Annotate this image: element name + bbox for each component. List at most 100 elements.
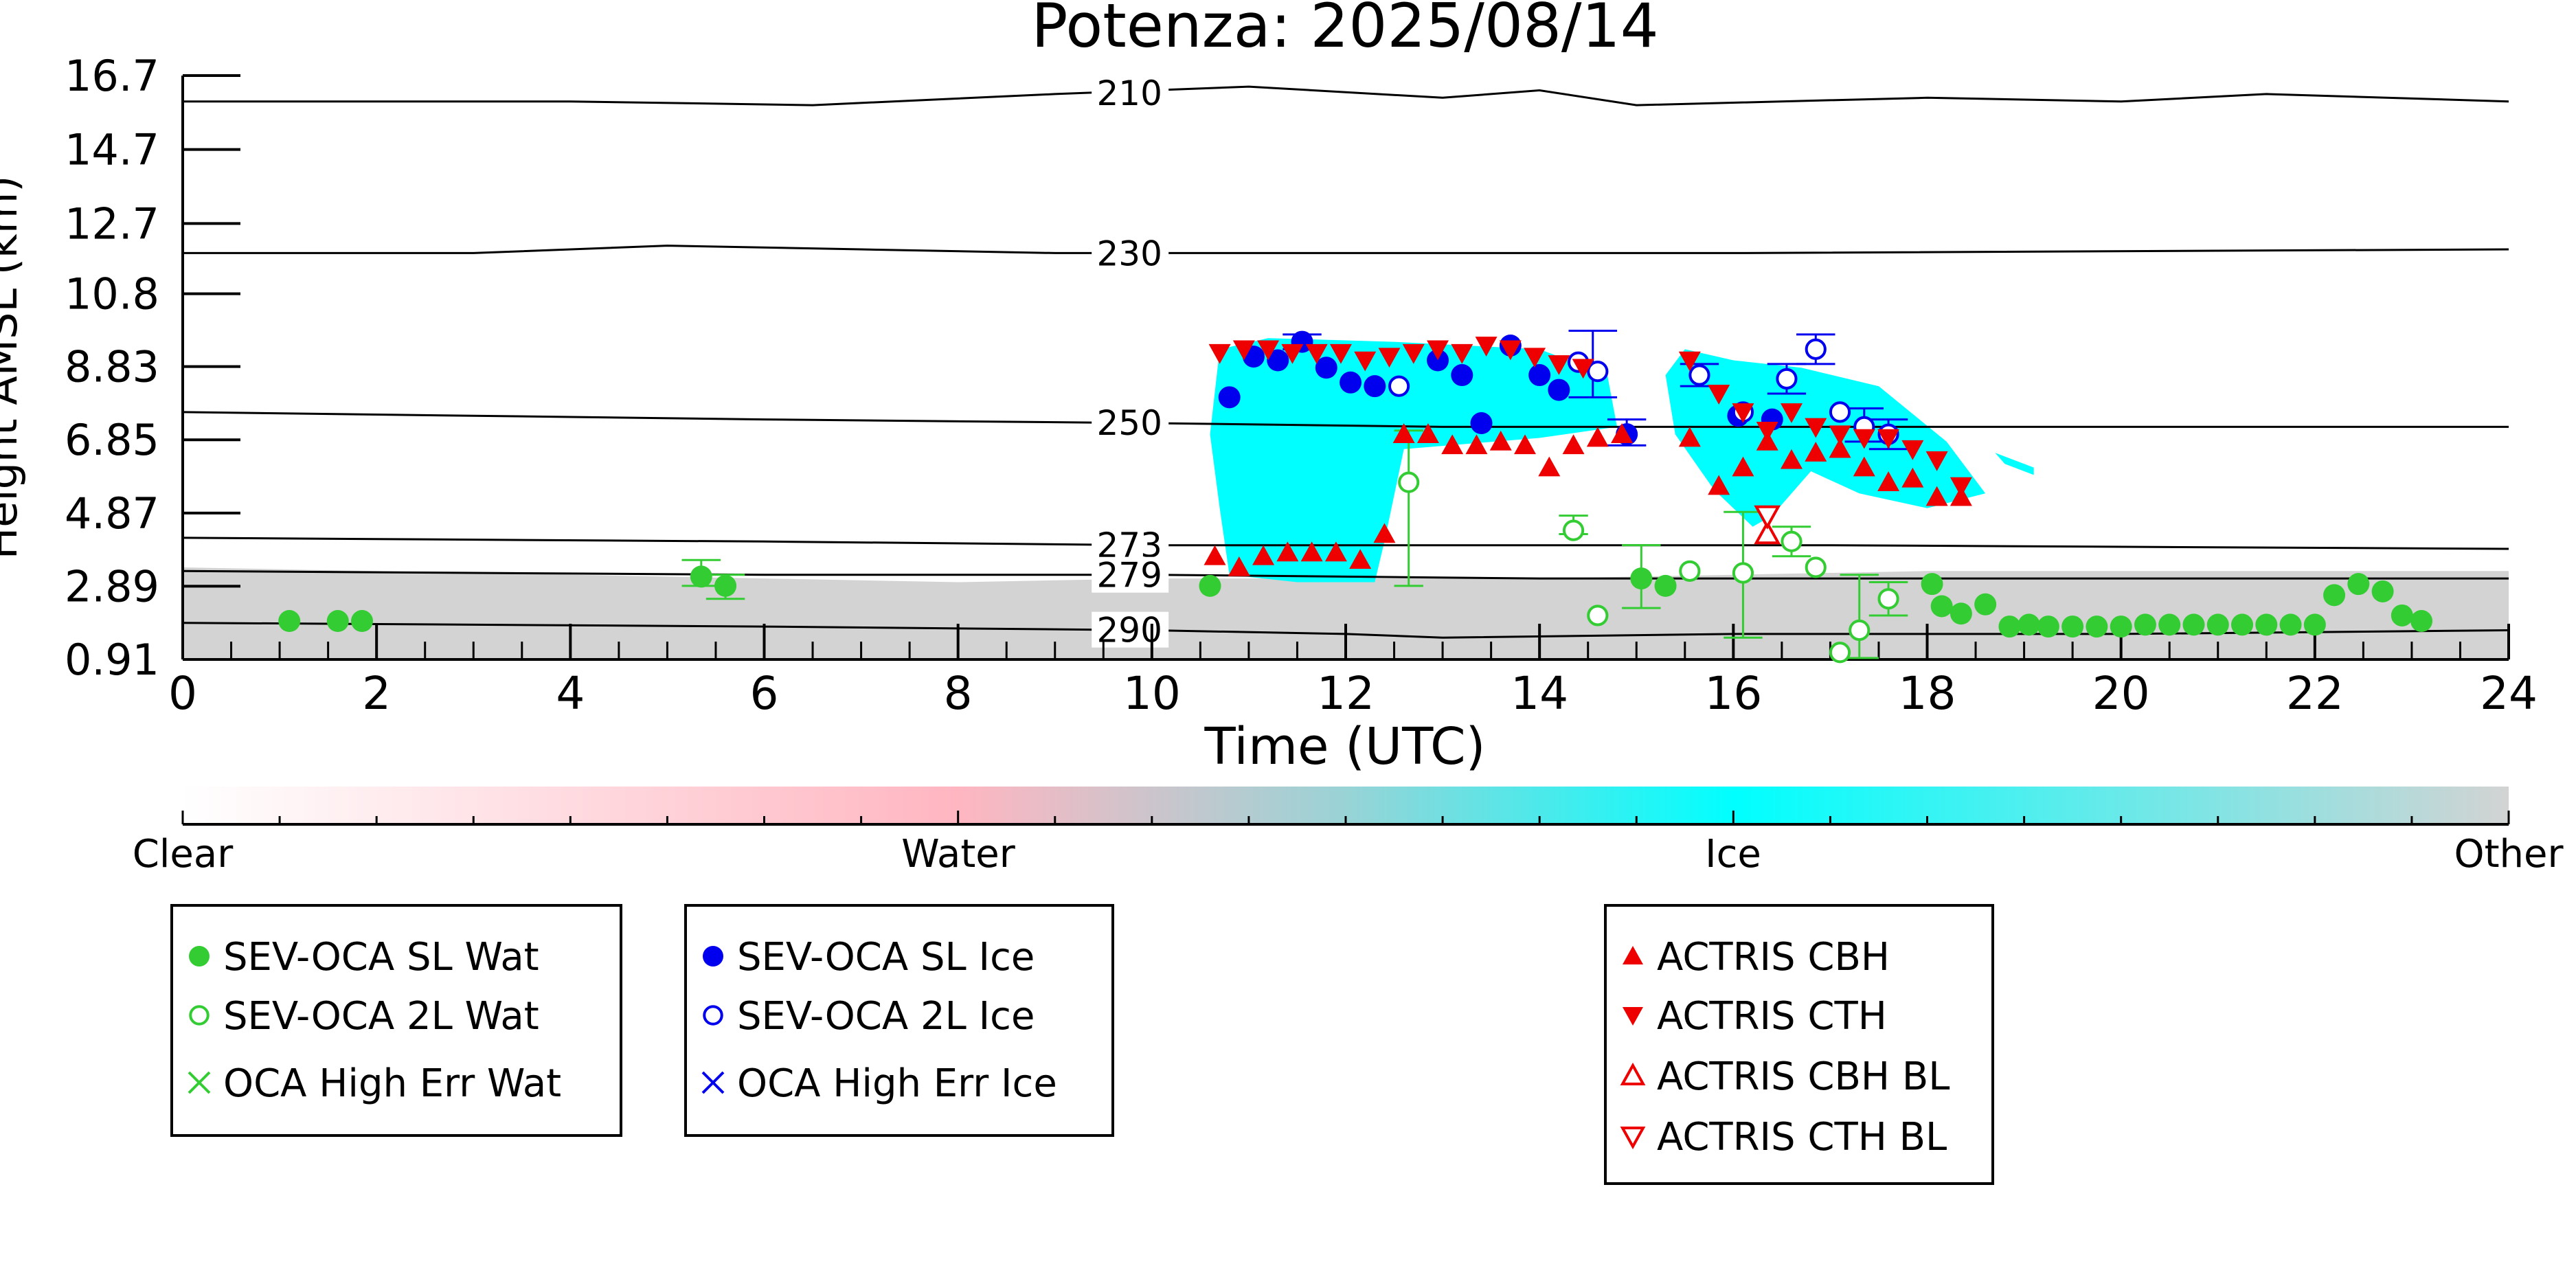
point-actris-cth: [1780, 403, 1803, 423]
point-sev-oca-2l-ice: [1688, 364, 1710, 386]
point-sev-oca-2l-ice: [1829, 401, 1851, 423]
point-actris-cth: [1805, 418, 1827, 438]
point-actris-cth: [1732, 403, 1754, 423]
point-actris-cth: [1853, 429, 1875, 449]
data-points: [278, 330, 2433, 664]
point-sev-oca-2l-ice: [1388, 375, 1410, 397]
point-actris-cbh: [1441, 434, 1464, 455]
point-actris-cth: [1901, 440, 1924, 460]
point-sev-oca-sl-wat: [1921, 573, 1943, 596]
point-actris-cbh: [1780, 449, 1803, 469]
legend-entry: SEV-OCA SL Ice: [737, 935, 1035, 980]
point-sev-oca-sl-wat: [2158, 613, 2181, 636]
point-sev-oca-sl-wat: [2061, 615, 2084, 638]
point-sev-oca-2l-wat: [1562, 519, 1585, 541]
legend-entry: ACTRIS CBH BL: [1657, 1054, 1950, 1099]
isotherm-label-bg: [1092, 235, 1169, 271]
point-actris-cbh: [1562, 434, 1585, 455]
point-actris-cbh: [1228, 556, 1250, 576]
y-tick-label: 6.85: [65, 415, 159, 465]
ice-class-region-0: [1210, 338, 1617, 583]
point-sev-oca-sl-ice: [1218, 386, 1241, 409]
isotherm-label: 230: [1096, 234, 1162, 273]
point-actris-cbh: [1925, 486, 1948, 506]
point-sev-oca-sl-wat: [1654, 574, 1677, 597]
legend-marker: [703, 1005, 723, 1026]
x-tick-label: 18: [1899, 667, 1956, 720]
point-sev-oca-2l-ice: [1805, 338, 1827, 360]
point-sev-oca-sl-wat: [351, 610, 374, 633]
point-sev-oca-sl-wat: [2323, 584, 2346, 607]
point-sev-oca-sl-ice: [1364, 375, 1386, 398]
y-tick-label: 16.7: [65, 51, 159, 101]
point-sev-oca-sl-ice: [1451, 364, 1473, 387]
point-sev-oca-sl-wat: [2110, 615, 2132, 638]
point-actris-cbh: [1853, 456, 1875, 477]
x-stroke: [701, 1071, 725, 1094]
legend-marker: [189, 946, 210, 967]
point-actris-cbh: [1373, 523, 1396, 543]
point-actris-cth: [1232, 340, 1255, 361]
colorbar-label-water: Water: [901, 832, 1016, 877]
y-tick-label: 14.7: [65, 125, 159, 175]
point-sev-oca-2l-wat: [1587, 605, 1609, 626]
isotherm-label-bg: [1092, 611, 1169, 648]
x-tick-label: 8: [944, 667, 973, 720]
isotherm-210: [183, 85, 2509, 106]
point-actris-cbh: [1204, 545, 1226, 565]
point-sev-oca-sl-wat: [2086, 615, 2108, 638]
point-actris-cth: [1829, 425, 1851, 446]
point-actris-cth: [1877, 429, 1900, 449]
x-tick-label: 22: [2286, 667, 2344, 720]
point-sev-oca-sl-wat: [2347, 573, 2370, 596]
isotherm-230: [183, 245, 2509, 254]
point-actris-cth: [1708, 385, 1730, 405]
point-actris-cth: [1329, 343, 1352, 364]
x-tick-label: 4: [556, 667, 585, 720]
point-actris-cth: [1925, 451, 1948, 471]
point-sev-oca-sl-wat: [1630, 567, 1653, 590]
colorbar-ticks: [181, 811, 2510, 826]
point-actris-cth: [1451, 343, 1473, 364]
point-actris-cth: [1950, 477, 1972, 497]
isotherm-label-bg: [1092, 74, 1169, 111]
x-tick-label: 6: [750, 667, 779, 720]
point-sev-oca-2l-wat: [1805, 556, 1827, 578]
point-actris-cbh: [1416, 423, 1439, 443]
point-sev-oca-sl-wat: [2410, 610, 2433, 633]
isotherm-label: 250: [1096, 403, 1162, 443]
y-tick-label: 12.7: [65, 199, 159, 249]
point-sev-oca-sl-wat: [714, 574, 737, 597]
legend-entry: SEV-OCA SL Wat: [223, 935, 539, 980]
point-sev-oca-sl-wat: [2371, 580, 2394, 602]
point-sev-oca-2l-wat: [1829, 642, 1851, 664]
point-actris-cbh: [1514, 434, 1537, 455]
legend-entry: ACTRIS CTH BL: [1657, 1115, 1947, 1160]
isotherm-label-bg: [1092, 526, 1169, 563]
point-sev-oca-2l-wat: [1781, 530, 1803, 552]
point-actris-cth-bl: [1754, 505, 1781, 530]
legend-marker: [1620, 1062, 1646, 1085]
point-actris-cth: [1572, 359, 1594, 379]
y-axis-label: Height AMSL (km): [0, 176, 27, 560]
point-actris-cth: [1756, 421, 1778, 442]
point-sev-oca-sl-wat: [2182, 613, 2205, 636]
point-sev-oca-sl-wat: [1950, 602, 1972, 625]
isotherm-273: [182, 536, 2509, 550]
legend-marker: [189, 1005, 210, 1026]
point-sev-oca-sl-ice: [1315, 357, 1337, 379]
point-sev-oca-sl-ice: [1528, 364, 1551, 387]
point-actris-cbh: [1349, 549, 1372, 569]
point-sev-oca-sl-wat: [2037, 615, 2059, 638]
point-actris-cbh: [1300, 541, 1323, 562]
legend-marker: [188, 1071, 211, 1094]
legend-marker: [1620, 1127, 1646, 1150]
point-actris-cth: [1678, 351, 1701, 372]
point-actris-cbh: [1276, 541, 1299, 562]
point-actris-cbh: [1252, 545, 1275, 565]
legend-box-2: [1604, 904, 1994, 1185]
point-sev-oca-sl-wat: [2018, 613, 2040, 636]
point-actris-cbh-bl: [1754, 520, 1781, 545]
point-sev-oca-sl-wat: [2231, 613, 2254, 636]
